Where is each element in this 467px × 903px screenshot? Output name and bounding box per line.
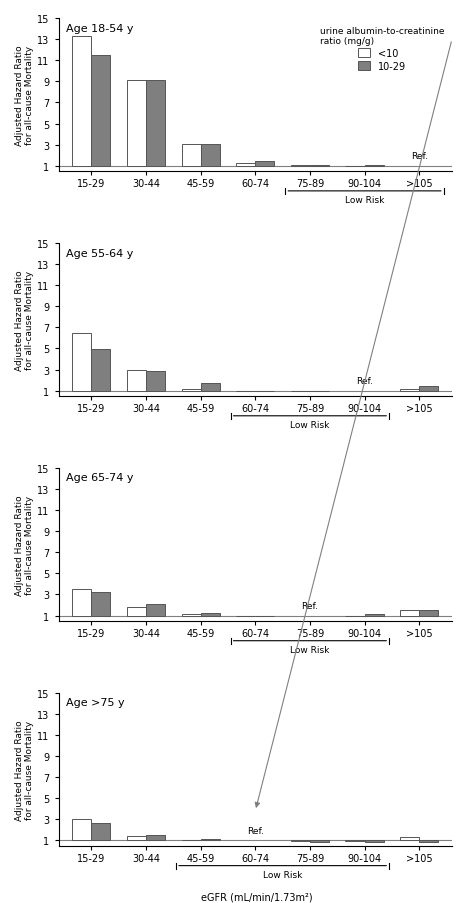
Bar bbox=[400, 610, 419, 616]
Bar bbox=[255, 163, 275, 166]
Bar bbox=[182, 615, 201, 616]
Text: Low Risk: Low Risk bbox=[290, 421, 330, 430]
Bar bbox=[400, 389, 419, 391]
Bar bbox=[92, 350, 111, 391]
Bar bbox=[92, 823, 111, 841]
Bar bbox=[146, 371, 165, 391]
Bar bbox=[310, 165, 329, 166]
Bar bbox=[72, 37, 92, 166]
Text: Age 55-64 y: Age 55-64 y bbox=[66, 248, 134, 258]
Bar bbox=[72, 333, 92, 391]
Bar bbox=[146, 604, 165, 616]
Text: Ref.: Ref. bbox=[410, 153, 428, 162]
Bar bbox=[146, 81, 165, 166]
Bar bbox=[365, 165, 384, 166]
Bar bbox=[92, 592, 111, 616]
Bar bbox=[92, 56, 111, 166]
Text: eGFR (mL/min/1.73m²): eGFR (mL/min/1.73m²) bbox=[201, 891, 313, 901]
Bar bbox=[127, 81, 146, 166]
Bar bbox=[201, 384, 220, 391]
Legend: <10, 10-29: <10, 10-29 bbox=[317, 23, 447, 75]
Bar bbox=[72, 590, 92, 616]
Bar bbox=[365, 841, 384, 842]
Bar bbox=[201, 614, 220, 616]
Y-axis label: Adjusted Hazard Ratio
for all-cause Mortality: Adjusted Hazard Ratio for all-cause Mort… bbox=[15, 719, 35, 820]
Text: Low Risk: Low Risk bbox=[290, 646, 330, 655]
Bar bbox=[419, 610, 439, 616]
Bar bbox=[182, 389, 201, 391]
Text: Ref.: Ref. bbox=[356, 377, 373, 386]
Y-axis label: Adjusted Hazard Ratio
for all-cause Mortality: Adjusted Hazard Ratio for all-cause Mort… bbox=[15, 45, 35, 145]
Bar bbox=[201, 144, 220, 166]
Bar bbox=[236, 163, 255, 166]
Bar bbox=[182, 144, 201, 166]
Bar bbox=[201, 840, 220, 841]
Text: Age 18-54 y: Age 18-54 y bbox=[66, 23, 134, 33]
Text: Low Risk: Low Risk bbox=[263, 870, 302, 880]
Text: Ref.: Ref. bbox=[301, 601, 318, 610]
Bar bbox=[127, 836, 146, 841]
Y-axis label: Adjusted Hazard Ratio
for all-cause Mortality: Adjusted Hazard Ratio for all-cause Mort… bbox=[15, 495, 35, 595]
Bar bbox=[365, 615, 384, 616]
Bar bbox=[310, 841, 329, 842]
Bar bbox=[146, 835, 165, 841]
Bar bbox=[400, 837, 419, 841]
Bar bbox=[127, 608, 146, 616]
Text: Ref.: Ref. bbox=[247, 826, 264, 835]
Bar bbox=[419, 387, 439, 391]
Text: Low Risk: Low Risk bbox=[345, 196, 384, 205]
Text: Age 65-74 y: Age 65-74 y bbox=[66, 473, 134, 483]
Text: Age >75 y: Age >75 y bbox=[66, 698, 125, 708]
Bar bbox=[72, 819, 92, 841]
Bar bbox=[127, 370, 146, 391]
Bar bbox=[419, 841, 439, 842]
Y-axis label: Adjusted Hazard Ratio
for all-cause Mortality: Adjusted Hazard Ratio for all-cause Mort… bbox=[15, 270, 35, 370]
